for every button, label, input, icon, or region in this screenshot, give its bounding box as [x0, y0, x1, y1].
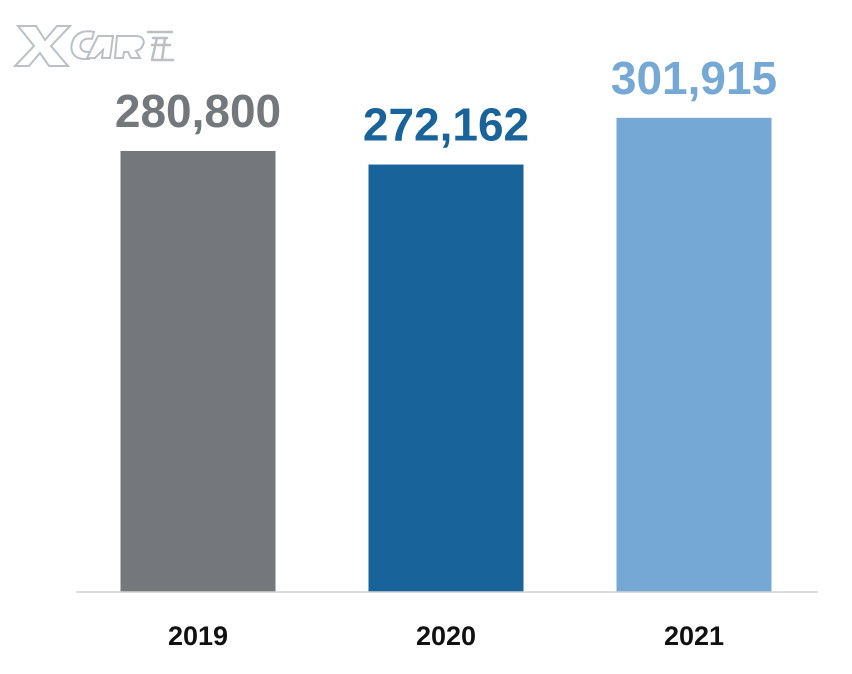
value-label-2020: 272,162: [363, 99, 529, 151]
x-tick-2020: 2020: [416, 621, 476, 651]
x-tick-labels: 2019 2020 2021: [168, 621, 724, 651]
value-label-2021: 301,915: [611, 52, 777, 104]
bars-layer: [120, 117, 772, 592]
xcar-logo: [12, 25, 175, 67]
value-label-2019: 280,800: [115, 85, 281, 137]
bar-2021: [616, 117, 772, 592]
bar-2020: [368, 164, 524, 592]
x-tick-2019: 2019: [168, 621, 228, 651]
bar-2019: [120, 150, 276, 592]
value-labels-layer: 280,800 272,162 301,915: [115, 52, 777, 151]
x-tick-2021: 2021: [664, 621, 724, 651]
